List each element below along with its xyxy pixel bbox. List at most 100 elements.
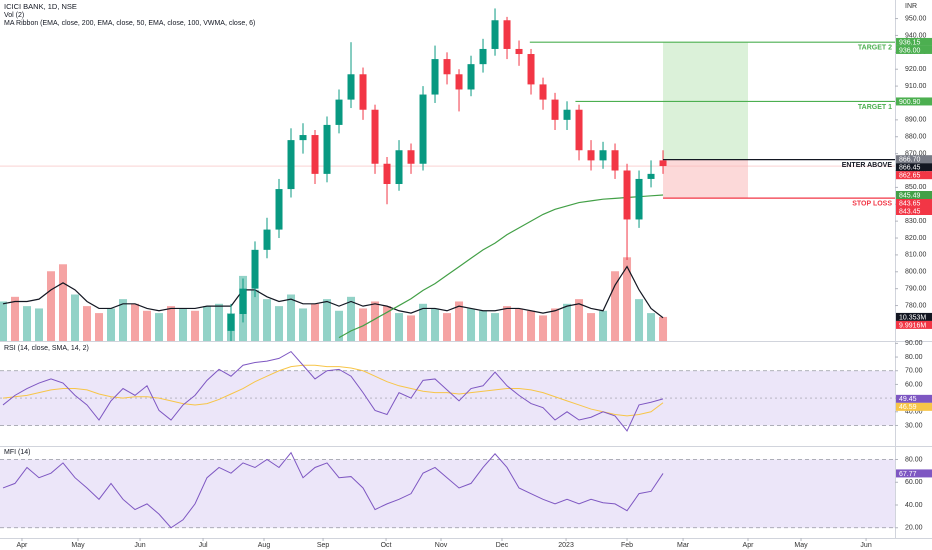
- x-tick-label: May: [71, 542, 85, 549]
- volume-bar: [335, 310, 344, 341]
- volume-bar: [491, 313, 500, 341]
- x-tick-label: Aug: [258, 542, 271, 549]
- volume-bar: [83, 306, 92, 341]
- y-tick-label: 920.00: [905, 66, 927, 73]
- price-label-box: [896, 163, 932, 172]
- volume-bar: [179, 308, 188, 341]
- level-label: ENTER ABOVE: [842, 162, 893, 169]
- volume-bar: [347, 296, 356, 341]
- indicator-label: MA Ribbon (EMA, close, 200, EMA, close, …: [4, 20, 255, 27]
- indicator-line: [2, 364, 664, 417]
- volume-bar: [635, 299, 644, 341]
- candle-body: [539, 84, 547, 100]
- price-label: 9.9916M: [899, 322, 926, 329]
- candle-body: [527, 54, 535, 85]
- y-tick-label: 910.00: [905, 83, 927, 90]
- y-tick-label: 90.00: [905, 340, 923, 347]
- volume-bar: [419, 303, 428, 341]
- price-label-box: [896, 171, 932, 180]
- y-tick-label: 830.00: [905, 218, 927, 225]
- rsi-title: RSI (14, close, SMA, 14, 2): [4, 345, 89, 352]
- candle-body: [503, 20, 511, 49]
- volume-bar: [371, 301, 380, 341]
- price-label: 936.00: [899, 47, 921, 54]
- x-tick-label: Nov: [435, 542, 448, 549]
- y-tick-label: 940.00: [905, 32, 927, 39]
- volume-bar: [503, 306, 512, 341]
- price-label: 49.45: [899, 396, 917, 403]
- volume-bar: [323, 299, 332, 341]
- mfi-title: MFI (14): [4, 449, 30, 456]
- candle-body: [311, 135, 319, 174]
- price-label-box: [896, 97, 932, 106]
- candle-body: [635, 178, 643, 220]
- volume-bar: [383, 306, 392, 341]
- level-label: TARGET 2: [858, 45, 892, 52]
- y-tick-label: 30.00: [905, 422, 923, 429]
- volume-bar: [527, 310, 536, 341]
- candle-body: [395, 150, 403, 185]
- currency-label: INR: [905, 3, 917, 10]
- volume-bar: [47, 271, 56, 341]
- volume-bar: [119, 299, 128, 341]
- x-tick-label: Feb: [621, 542, 633, 549]
- y-tick-label: 80.00: [905, 456, 923, 463]
- volume-bar: [455, 301, 464, 341]
- zone: [663, 159, 748, 199]
- volume-bar: [311, 303, 320, 341]
- price-label-box: [896, 45, 932, 54]
- volume-bar: [623, 257, 632, 341]
- candle-body: [371, 109, 379, 164]
- volume-bar: [251, 289, 260, 341]
- candle-body: [419, 94, 427, 164]
- candle-body: [455, 74, 463, 90]
- volume-bar: [359, 308, 368, 341]
- candle-body: [623, 170, 631, 220]
- volume-bar: [167, 306, 176, 341]
- volume-bar: [647, 313, 656, 341]
- y-tick-label: 810.00: [905, 252, 927, 259]
- x-tick-label: Jun: [860, 542, 871, 549]
- volume-bar: [395, 313, 404, 341]
- candle-body: [263, 229, 271, 250]
- candle-body: [227, 313, 235, 331]
- level-label: TARGET 1: [858, 104, 892, 111]
- price-label-box: [896, 206, 932, 215]
- y-tick-label: 20.00: [905, 525, 923, 532]
- volume-bar: [11, 296, 20, 341]
- volume-bar: [479, 310, 488, 341]
- volume-bar: [551, 308, 560, 341]
- y-tick-label: 80.00: [905, 354, 923, 361]
- y-tick-label: 950.00: [905, 15, 927, 22]
- volume-bar: [275, 306, 284, 341]
- volume-bar: [611, 271, 620, 341]
- candle-body: [647, 173, 655, 179]
- candle-body: [239, 288, 247, 314]
- x-tick-label: Jun: [134, 542, 145, 549]
- y-tick-label: 870.00: [905, 150, 927, 157]
- x-tick-label: May: [794, 542, 808, 549]
- candle-body: [599, 150, 607, 161]
- volume-bar: [155, 313, 164, 341]
- volume-bar: [563, 303, 572, 341]
- indicator-label: Vol (2): [4, 12, 24, 19]
- band: [0, 459, 895, 528]
- main-pane: [0, 8, 895, 341]
- candle-body: [515, 48, 523, 55]
- candle-body: [575, 109, 583, 151]
- volume-bar: [443, 313, 452, 341]
- candle-body: [563, 109, 571, 120]
- volume-bar: [143, 310, 152, 341]
- volume-bar: [299, 308, 308, 341]
- indicator-line: [2, 451, 664, 529]
- y-tick-label: 800.00: [905, 269, 927, 276]
- price-label: 46.59: [899, 404, 917, 411]
- volume-bar: [431, 308, 440, 341]
- y-tick-label: 780.00: [905, 302, 927, 309]
- y-tick-label: 790.00: [905, 286, 927, 293]
- candle-body: [323, 124, 331, 174]
- volume-bar: [467, 308, 476, 341]
- candle-body: [407, 150, 415, 164]
- chart-title: ICICI BANK, 1D, NSE: [4, 2, 77, 11]
